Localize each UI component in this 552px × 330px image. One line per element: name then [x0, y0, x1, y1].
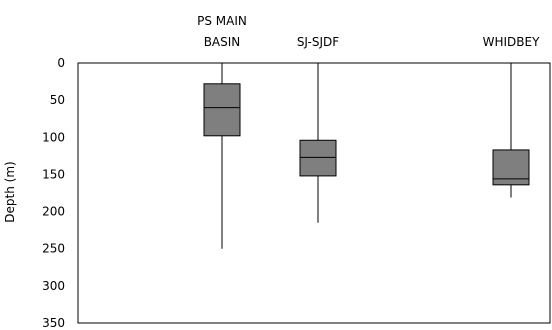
category-labels: PS MAIN BASIN SJ-SJDF WHIDBEY: [197, 14, 540, 49]
category-label: PS MAIN: [197, 14, 247, 28]
y-tick-label: 150: [42, 167, 65, 181]
iqr-box: [299, 139, 337, 177]
y-tick-label: 350: [42, 316, 65, 330]
category-label: BASIN: [204, 35, 241, 49]
category-label: SJ-SJDF: [297, 35, 339, 49]
y-tick-label: 300: [42, 279, 65, 293]
box-group: [299, 63, 337, 223]
y-tick-label: 50: [50, 93, 65, 107]
y-axis-title: Depth (m): [3, 161, 17, 222]
category-label: WHIDBEY: [483, 35, 540, 49]
box-group: [203, 63, 241, 249]
y-tick-labels: 0 50 100 150 200 250 300 350: [42, 56, 65, 330]
y-tick-label: 100: [42, 130, 65, 144]
y-tick-label: 0: [57, 56, 65, 70]
plot-frame: [77, 62, 551, 324]
y-tick-label: 200: [42, 205, 65, 219]
box-group: [492, 63, 530, 198]
boxes: [203, 63, 530, 249]
iqr-box: [203, 83, 241, 137]
y-tick-label: 250: [42, 242, 65, 256]
iqr-box: [492, 149, 530, 186]
